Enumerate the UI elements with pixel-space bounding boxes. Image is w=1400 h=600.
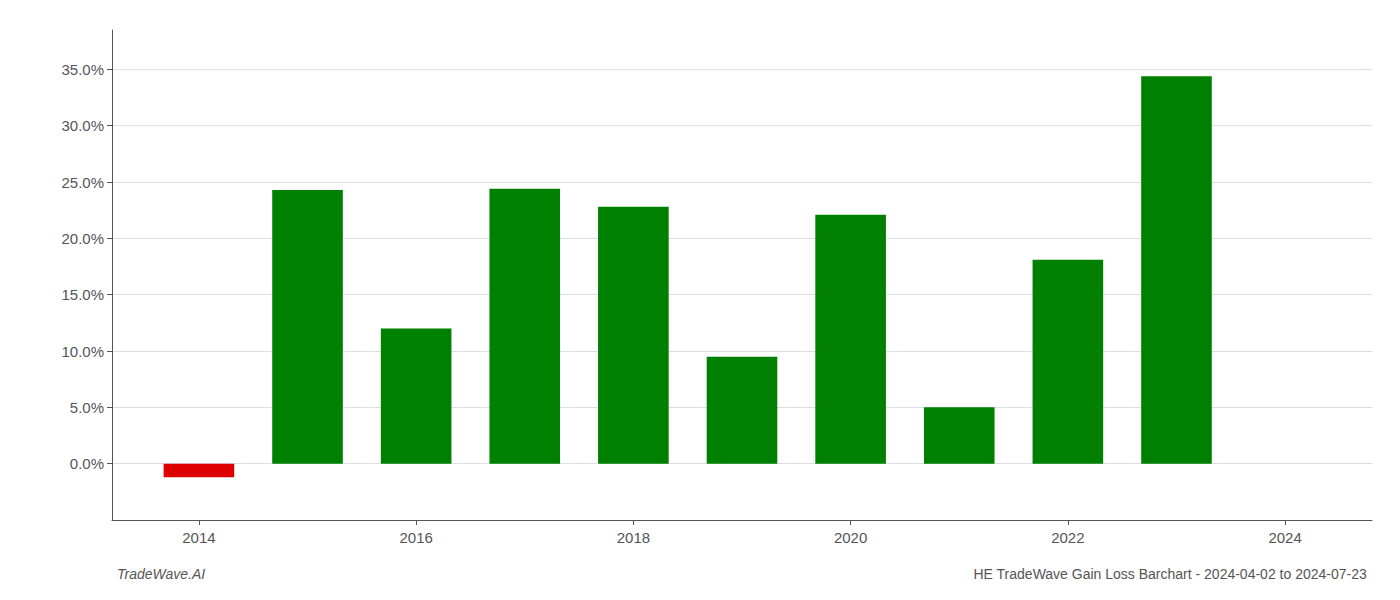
svg-text:35.0%: 35.0% bbox=[61, 61, 104, 78]
svg-text:15.0%: 15.0% bbox=[61, 286, 104, 303]
svg-text:2020: 2020 bbox=[834, 529, 867, 546]
svg-text:2016: 2016 bbox=[399, 529, 432, 546]
svg-text:TradeWave.AI: TradeWave.AI bbox=[117, 566, 205, 582]
svg-text:2014: 2014 bbox=[182, 529, 215, 546]
svg-text:2022: 2022 bbox=[1051, 529, 1084, 546]
svg-text:2018: 2018 bbox=[617, 529, 650, 546]
svg-text:20.0%: 20.0% bbox=[61, 230, 104, 247]
svg-text:25.0%: 25.0% bbox=[61, 174, 104, 191]
svg-text:0.0%: 0.0% bbox=[70, 455, 104, 472]
svg-text:HE TradeWave Gain Loss Barchar: HE TradeWave Gain Loss Barchart - 2024-0… bbox=[973, 566, 1366, 582]
svg-text:5.0%: 5.0% bbox=[70, 399, 104, 416]
svg-text:30.0%: 30.0% bbox=[61, 117, 104, 134]
svg-text:2024: 2024 bbox=[1268, 529, 1301, 546]
svg-text:10.0%: 10.0% bbox=[61, 343, 104, 360]
